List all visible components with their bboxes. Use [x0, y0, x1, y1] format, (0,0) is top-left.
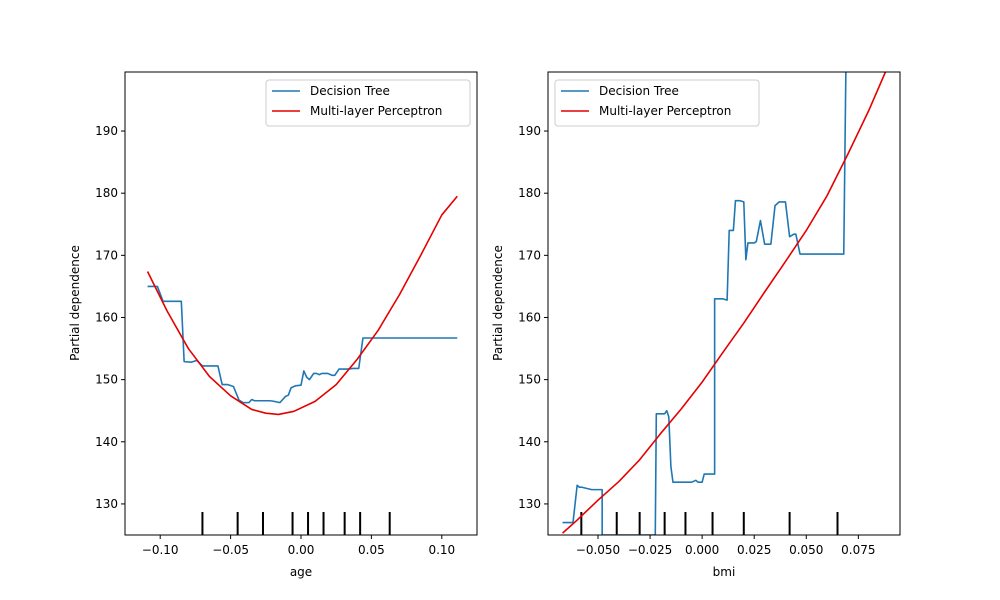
- plot-area-bmi: [562, 72, 887, 535]
- x-axis-label-bmi: bmi: [713, 565, 736, 579]
- legend-label-decision-tree: Decision Tree: [310, 84, 390, 98]
- x-tick-label: 0.00: [288, 543, 315, 557]
- decision-tree-line: [562, 72, 847, 535]
- legend-box-bmi: [554, 79, 760, 127]
- y-tick-label: 180: [95, 186, 118, 200]
- x-axis-label-age: age: [290, 565, 312, 579]
- panel-bmi: −0.050 −0.025 0.000 0.025 0.050 0.075 1301401…: [491, 71, 901, 579]
- x-tick-label: 0.075: [841, 543, 875, 557]
- x-tick-label: 0.000: [685, 543, 719, 557]
- y-axis-age: 130 140 150 160 170 180 190: [95, 124, 125, 511]
- y-tick-label: 180: [518, 186, 541, 200]
- legend-age: Decision Tree Multi-layer Perceptron: [265, 79, 471, 127]
- x-tick-label: −0.050: [576, 543, 620, 557]
- y-tick-label: 150: [518, 373, 541, 387]
- y-tick-label: 130: [518, 497, 541, 511]
- y-tick-label: 190: [518, 124, 541, 138]
- mlp-line: [562, 72, 887, 534]
- legend-label-mlp: Multi-layer Perceptron: [310, 104, 442, 118]
- y-tick-label: 190: [95, 124, 118, 138]
- legend-label-mlp: Multi-layer Perceptron: [599, 104, 731, 118]
- panel-age: −0.10 −0.05 0.00 0.05 0.10 130 140 150 160 170 18…: [68, 71, 478, 579]
- x-axis-age: −0.10 −0.05 0.00 0.05 0.10: [142, 535, 455, 557]
- legend-bmi: Decision Tree Multi-layer Perceptron: [554, 79, 760, 127]
- y-axis-label-age: Partial dependence: [68, 245, 82, 361]
- decision-tree-line: [147, 285, 458, 404]
- y-tick-label: 160: [95, 310, 118, 324]
- mlp-line: [146, 195, 458, 416]
- y-tick-label: 160: [518, 310, 541, 324]
- y-tick-label: 170: [95, 248, 118, 262]
- y-tick-label: 130: [95, 497, 118, 511]
- x-tick-label: −0.05: [212, 543, 249, 557]
- y-axis-label-bmi: Partial dependence: [491, 245, 505, 361]
- x-tick-label: −0.025: [628, 543, 672, 557]
- axes-frame-bmi: [547, 71, 901, 536]
- x-tick-label: 0.05: [358, 543, 385, 557]
- y-tick-label: 140: [95, 435, 118, 449]
- y-axis-bmi: 130 140 150 160 170 180 190: [518, 124, 548, 511]
- x-tick-label: 0.025: [737, 543, 771, 557]
- x-tick-label: −0.10: [142, 543, 179, 557]
- x-tick-label: 0.10: [428, 543, 455, 557]
- legend-label-decision-tree: Decision Tree: [599, 84, 679, 98]
- y-tick-label: 150: [95, 373, 118, 387]
- plot-area-age: [146, 195, 458, 535]
- x-tick-label: 0.050: [789, 543, 823, 557]
- legend-box-age: [265, 79, 471, 127]
- x-axis-bmi: −0.050 −0.025 0.000 0.025 0.050 0.075: [576, 535, 876, 557]
- y-tick-label: 140: [518, 435, 541, 449]
- y-tick-label: 170: [518, 248, 541, 262]
